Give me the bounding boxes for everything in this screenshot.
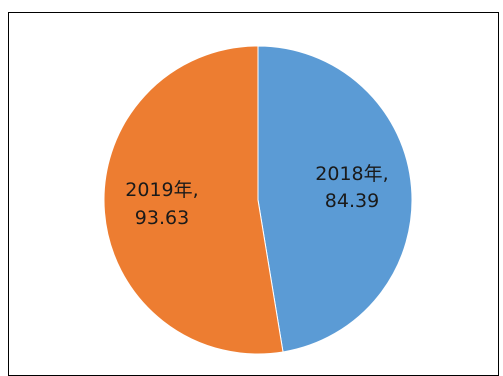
slice-label-2018-category: 2018年,: [315, 163, 388, 185]
slice-label-2018-value: 84.39: [325, 190, 379, 212]
slice-label-2019-value: 93.63: [135, 207, 189, 229]
slice-label-2019-category: 2019年,: [125, 179, 198, 201]
